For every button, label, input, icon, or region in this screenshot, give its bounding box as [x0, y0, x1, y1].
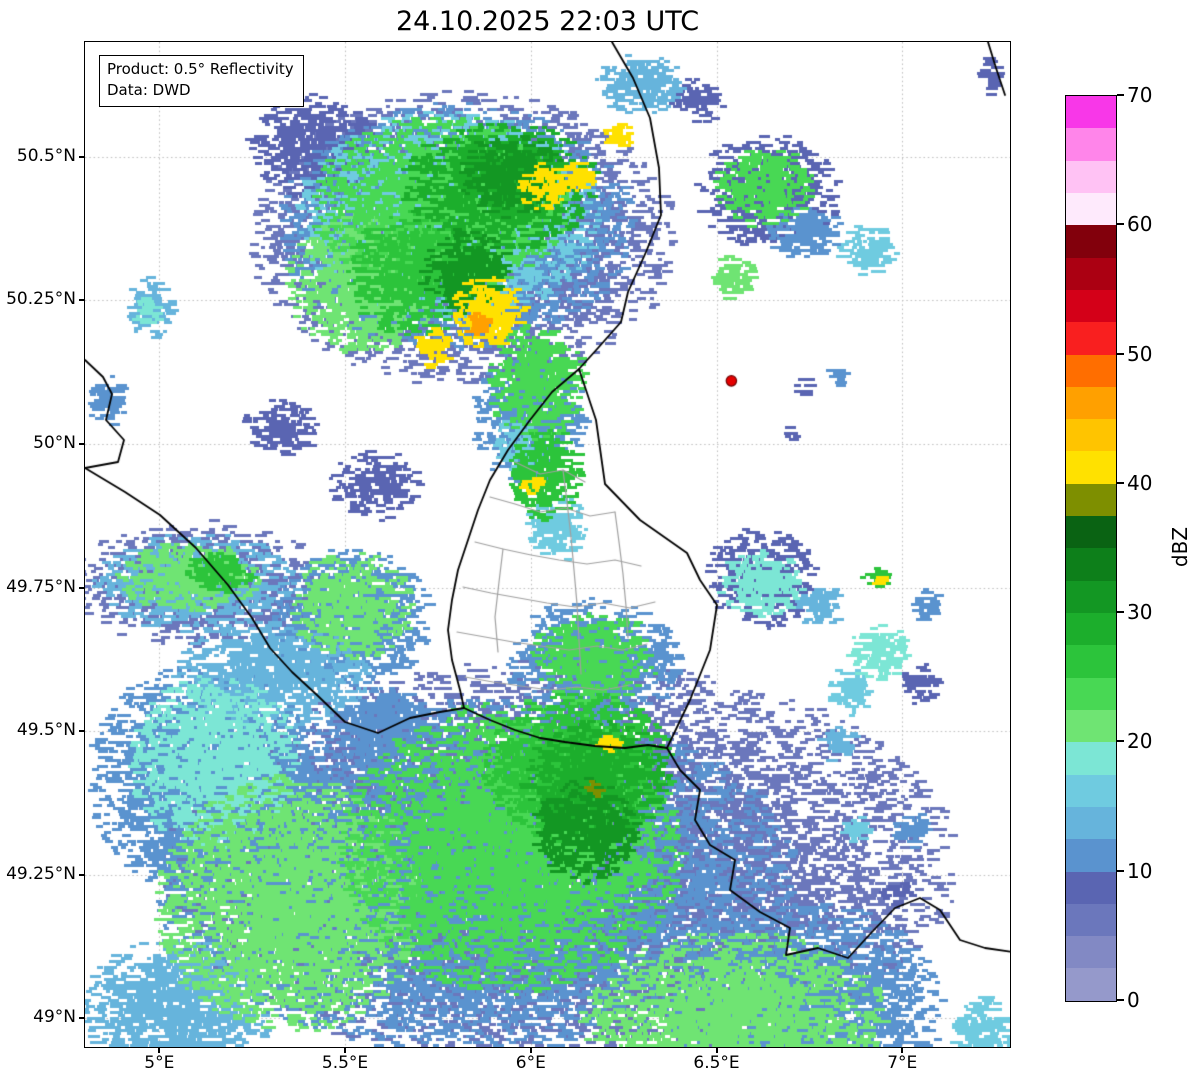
lon-tick-label: 7°E [887, 1053, 918, 1073]
lat-tick-mark [79, 155, 84, 158]
lon-tick-label: 5.5°E [321, 1053, 369, 1073]
colorbar-tick-mark [1117, 223, 1124, 226]
colorbar-segment [1066, 386, 1116, 420]
colorbar-segment [1066, 677, 1116, 710]
colorbar-segment [1066, 839, 1116, 872]
colorbar-tick-label: 0 [1127, 988, 1140, 1012]
colorbar-segment [1066, 613, 1116, 646]
colorbar-tick-mark [1117, 481, 1124, 484]
colorbar-segment [1066, 742, 1116, 775]
lat-tick-label: 50.5°N [16, 145, 76, 166]
lat-tick-label: 49°N [33, 1007, 76, 1028]
colorbar-segment [1066, 289, 1116, 323]
colorbar-segment [1066, 128, 1116, 161]
lon-tick-label: 5°E [144, 1053, 175, 1073]
colorbar-segment [1066, 516, 1116, 549]
lat-tick-mark [79, 299, 84, 302]
colorbar-segment [1066, 225, 1116, 258]
lat-tick-label: 50°N [33, 433, 76, 453]
lon-tick-mark [529, 1048, 532, 1053]
lat-tick-label: 50.25°N [6, 289, 76, 310]
lat-tick-mark [79, 586, 84, 589]
lon-tick-mark [901, 1048, 904, 1053]
colorbar-tick-label: 60 [1127, 212, 1153, 237]
lat-tick-label: 49.75°N [6, 576, 76, 597]
lon-tick-label: 6.5°E [693, 1053, 740, 1073]
data-source-label: Data: DWD [107, 81, 191, 99]
lat-tick-mark [79, 873, 84, 876]
colorbar-segment [1066, 354, 1116, 387]
colorbar-segment [1066, 806, 1116, 840]
colorbar-segment [1066, 419, 1116, 452]
lat-tick-mark [79, 1017, 84, 1020]
colorbar-segment [1066, 451, 1116, 484]
colorbar-tick-label: 20 [1127, 729, 1153, 754]
colorbar-tick-label: 40 [1127, 470, 1153, 495]
colorbar-segment [1066, 645, 1116, 678]
colorbar-segment [1066, 580, 1116, 613]
colorbar-segment [1066, 774, 1116, 807]
colorbar-segment [1066, 483, 1116, 517]
colorbar-segment [1066, 936, 1116, 969]
colorbar-segment [1066, 968, 1116, 1001]
colorbar-tick-mark [1117, 740, 1124, 743]
colorbar-segment [1066, 192, 1116, 226]
colorbar-tick-mark [1117, 352, 1124, 355]
colorbar-segment [1066, 257, 1116, 290]
colorbar-segment [1066, 96, 1116, 129]
lat-tick-label: 49.5°N [16, 720, 76, 741]
colorbar-segment [1066, 160, 1116, 193]
colorbar-tick-mark [1117, 999, 1124, 1001]
colorbar-segment [1066, 548, 1116, 581]
lat-tick-label: 49.25°N [6, 863, 76, 884]
colorbar-tick-mark [1117, 869, 1124, 872]
colorbar-segment [1066, 871, 1116, 904]
colorbar-tick-label: 10 [1127, 858, 1153, 883]
lon-tick-label: 6°E [515, 1053, 546, 1073]
colorbar-tick-mark [1117, 94, 1124, 96]
colorbar-tick-label: 50 [1127, 341, 1153, 366]
figure-title: 24.10.2025 22:03 UTC [395, 6, 700, 37]
colorbar-unit-label: dBZ [1168, 526, 1192, 568]
lat-tick-mark [79, 443, 84, 445]
lon-tick-mark [158, 1048, 161, 1053]
lon-tick-mark [344, 1048, 347, 1053]
lat-tick-mark [79, 730, 84, 733]
colorbar-tick-label: 30 [1127, 600, 1153, 625]
radar-map-canvas [85, 42, 1010, 1047]
lon-tick-mark [715, 1048, 718, 1053]
colorbar-tick-label: 70 [1127, 83, 1153, 107]
product-info-box: Product: 0.5° Reflectivity Data: DWD [99, 55, 304, 107]
product-label: Product: 0.5° Reflectivity [107, 60, 294, 78]
colorbar-tick-mark [1117, 611, 1124, 614]
colorbar-segment [1066, 903, 1116, 937]
colorbar-segment [1066, 322, 1116, 355]
colorbar [1065, 95, 1117, 1002]
map-plot-area: Product: 0.5° Reflectivity Data: DWD [84, 41, 1011, 1048]
colorbar-segment [1066, 709, 1116, 743]
